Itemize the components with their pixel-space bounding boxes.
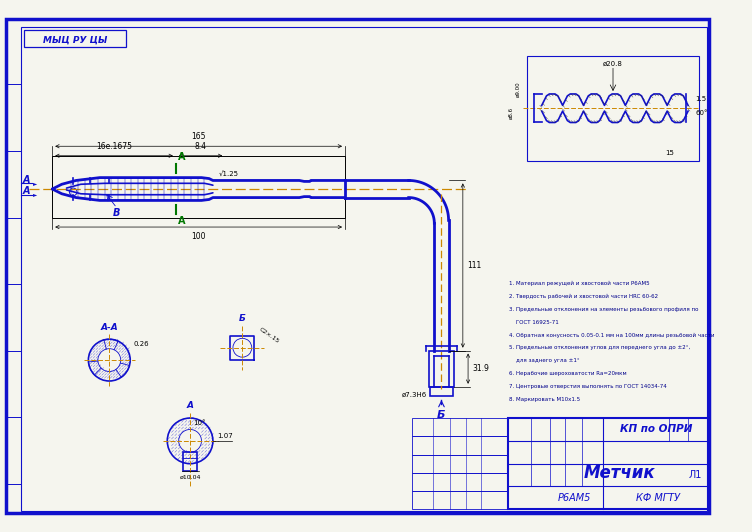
Text: 165: 165 (191, 132, 206, 142)
Text: A: A (177, 215, 185, 226)
Text: 16е.1675: 16е.1675 (96, 142, 132, 151)
Text: 0.26: 0.26 (133, 341, 149, 347)
Text: A-А: A-А (101, 322, 118, 331)
Text: A: A (177, 152, 185, 162)
Bar (413, 491, 508, 509)
Text: Р6АМ5: Р6АМ5 (557, 493, 591, 503)
Text: ►: ► (33, 181, 38, 186)
Text: 31.9: 31.9 (473, 364, 490, 373)
Bar (183, 452, 197, 471)
Bar (53, 156, 345, 218)
Text: 5. Предельные отклонения углов для переднего угла до ±2°,: 5. Предельные отклонения углов для перед… (509, 345, 690, 351)
Text: ø8.6: ø8.6 (509, 107, 514, 119)
Text: 100: 100 (191, 232, 206, 241)
Bar (429, 351, 453, 387)
Text: 4. Обратная конусность 0.05-0.1 мм на 100мм длины резьбовой части: 4. Обратная конусность 0.05-0.1 мм на 10… (509, 332, 715, 338)
Text: √1.25: √1.25 (219, 171, 238, 178)
Text: 1.5: 1.5 (696, 96, 707, 102)
Text: 2. Твердость рабочей и хвостовой части HRC 60-62: 2. Твердость рабочей и хвостовой части H… (509, 294, 659, 299)
Text: 3. Предельные отклонения на элементы резьбового профиля по: 3. Предельные отклонения на элементы рез… (509, 307, 699, 312)
Text: ø20.8: ø20.8 (603, 61, 623, 66)
Text: С2×.15: С2×.15 (257, 327, 280, 344)
Text: 111: 111 (468, 261, 482, 270)
Bar (413, 418, 508, 436)
Bar (24, 30, 126, 47)
Text: КФ МГТУ: КФ МГТУ (635, 493, 680, 503)
Text: ►: ► (33, 192, 38, 197)
Text: 10°: 10° (193, 420, 205, 426)
Text: A: A (23, 174, 30, 185)
Text: Б: Б (239, 314, 246, 323)
Bar (413, 473, 508, 491)
Text: Метчик: Метчик (584, 464, 656, 482)
Bar (508, 418, 709, 509)
Text: ø9.00: ø9.00 (515, 81, 520, 97)
Text: КП по ОПРИ: КП по ОПРИ (620, 425, 692, 435)
Text: Л1: Л1 (689, 470, 702, 480)
Bar (413, 436, 508, 454)
Text: для заднего угла ±1°: для заднего угла ±1° (509, 358, 580, 363)
Bar (430, 387, 453, 396)
Text: 1. Материал режущей и хвостовой части Р6АМ5: 1. Материал режущей и хвостовой части Р6… (509, 281, 650, 286)
Text: ø7.3Н6: ø7.3Н6 (402, 392, 427, 397)
Text: ГОСТ 16925-71: ГОСТ 16925-71 (509, 320, 559, 325)
Text: 7. Центровые отверстия выполнять по ГОСТ 14034-74: 7. Центровые отверстия выполнять по ГОСТ… (509, 384, 667, 389)
Text: ø10.04: ø10.04 (179, 475, 201, 480)
Text: B: B (114, 208, 120, 218)
Text: 6. Нерабочие шероховатости Ra=20мкм: 6. Нерабочие шероховатости Ra=20мкм (509, 371, 627, 376)
Text: МЫЦ РУ ЦЫ: МЫЦ РУ ЦЫ (43, 35, 108, 44)
Bar (527, 56, 699, 161)
Bar (413, 454, 508, 473)
Text: 8. Маркировать М10х1.5: 8. Маркировать М10х1.5 (509, 397, 581, 402)
Text: 15: 15 (666, 149, 675, 156)
Text: 60°: 60° (696, 110, 708, 116)
Text: 8.4: 8.4 (195, 142, 207, 151)
Text: A: A (186, 402, 193, 411)
Text: A: A (23, 186, 30, 196)
Text: 1.07: 1.07 (217, 433, 233, 439)
Text: Б: Б (437, 410, 446, 420)
